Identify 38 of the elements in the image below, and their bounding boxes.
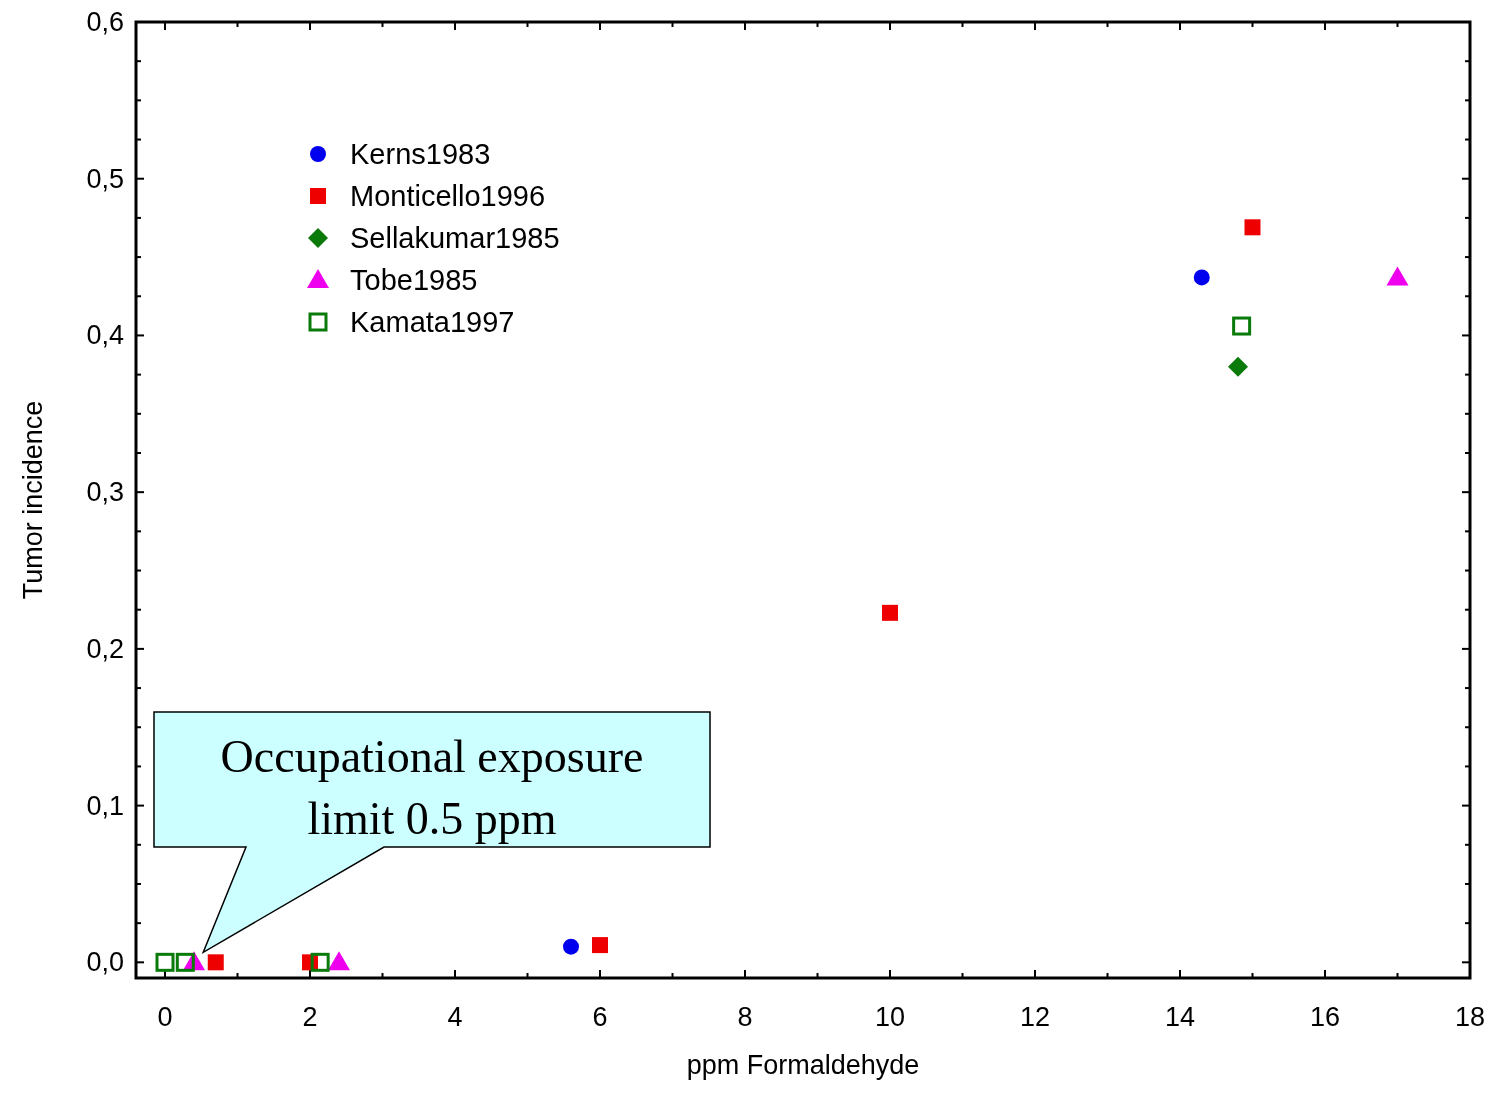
point	[882, 604, 898, 621]
point	[310, 952, 330, 972]
x-tick-label: 18	[1454, 1002, 1486, 1032]
point	[207, 954, 224, 971]
x-tick-label: 4	[447, 1002, 463, 1032]
point	[1386, 266, 1409, 286]
y-axis-title: Tumor incidence	[18, 400, 48, 600]
annotation: Occupational exposure limit 0.5 ppm	[220, 731, 644, 844]
x-tick-label: 12	[1019, 1002, 1051, 1032]
legend-label: Sellakumar1985	[350, 222, 560, 254]
legend-label: Kerns1983	[350, 138, 491, 170]
legend-label: Tobe1985	[350, 264, 478, 296]
point	[175, 952, 195, 972]
x-tick-label: 6	[592, 1002, 608, 1032]
point	[592, 937, 608, 954]
x-tick-label: 2	[302, 1002, 318, 1032]
x-tick-label: 0	[157, 1002, 173, 1032]
point	[1228, 356, 1248, 377]
y-tick-label: 0,3	[86, 477, 124, 508]
y-tick-label: 0,0	[86, 947, 124, 978]
point	[1244, 219, 1261, 236]
y-tick-label: 0,5	[86, 163, 124, 194]
x-axis-title: ppm Formaldehyde	[686, 1050, 920, 1080]
point	[1193, 269, 1210, 286]
legend-label: Monticello1996	[350, 180, 546, 212]
y-tick-label: 0,1	[86, 790, 124, 821]
y-tick-label: 0,6	[86, 7, 124, 37]
x-tick-label: 14	[1164, 1002, 1196, 1032]
point	[328, 951, 350, 971]
y-tick-label: 0,2	[86, 633, 124, 664]
legend-label: Kamata1997	[350, 306, 515, 338]
point	[1232, 316, 1252, 336]
x-tick-label: 16	[1309, 1002, 1341, 1032]
y-tick-label: 0,4	[86, 320, 124, 351]
point	[563, 938, 579, 955]
point	[155, 952, 175, 972]
x-tick-label: 8	[737, 1002, 753, 1032]
x-tick-label: 10	[874, 1002, 906, 1032]
